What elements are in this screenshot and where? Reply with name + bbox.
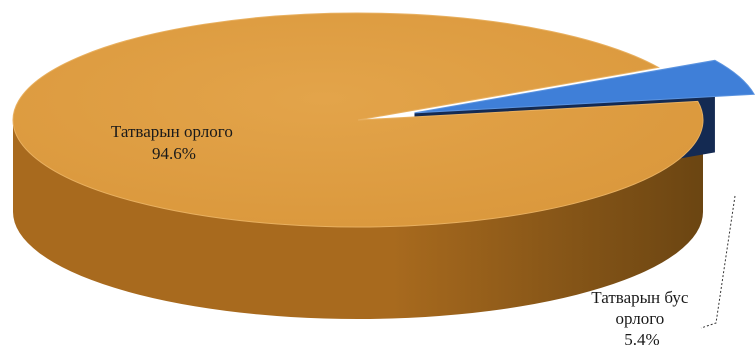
slice-top-1 [414,59,756,114]
slice-label-1: Татварын бус орлого 5.4% [591,288,692,349]
slice-label-0: Татварын орлого 94.6% [111,122,237,163]
pie-tops [12,12,756,228]
slice-side-0 [13,120,703,319]
pie-labels: Татварын орлого 94.6% Татварын бус орлог… [111,122,736,349]
slice-top-0 [12,12,704,228]
leader-line-slice-1 [700,195,736,329]
